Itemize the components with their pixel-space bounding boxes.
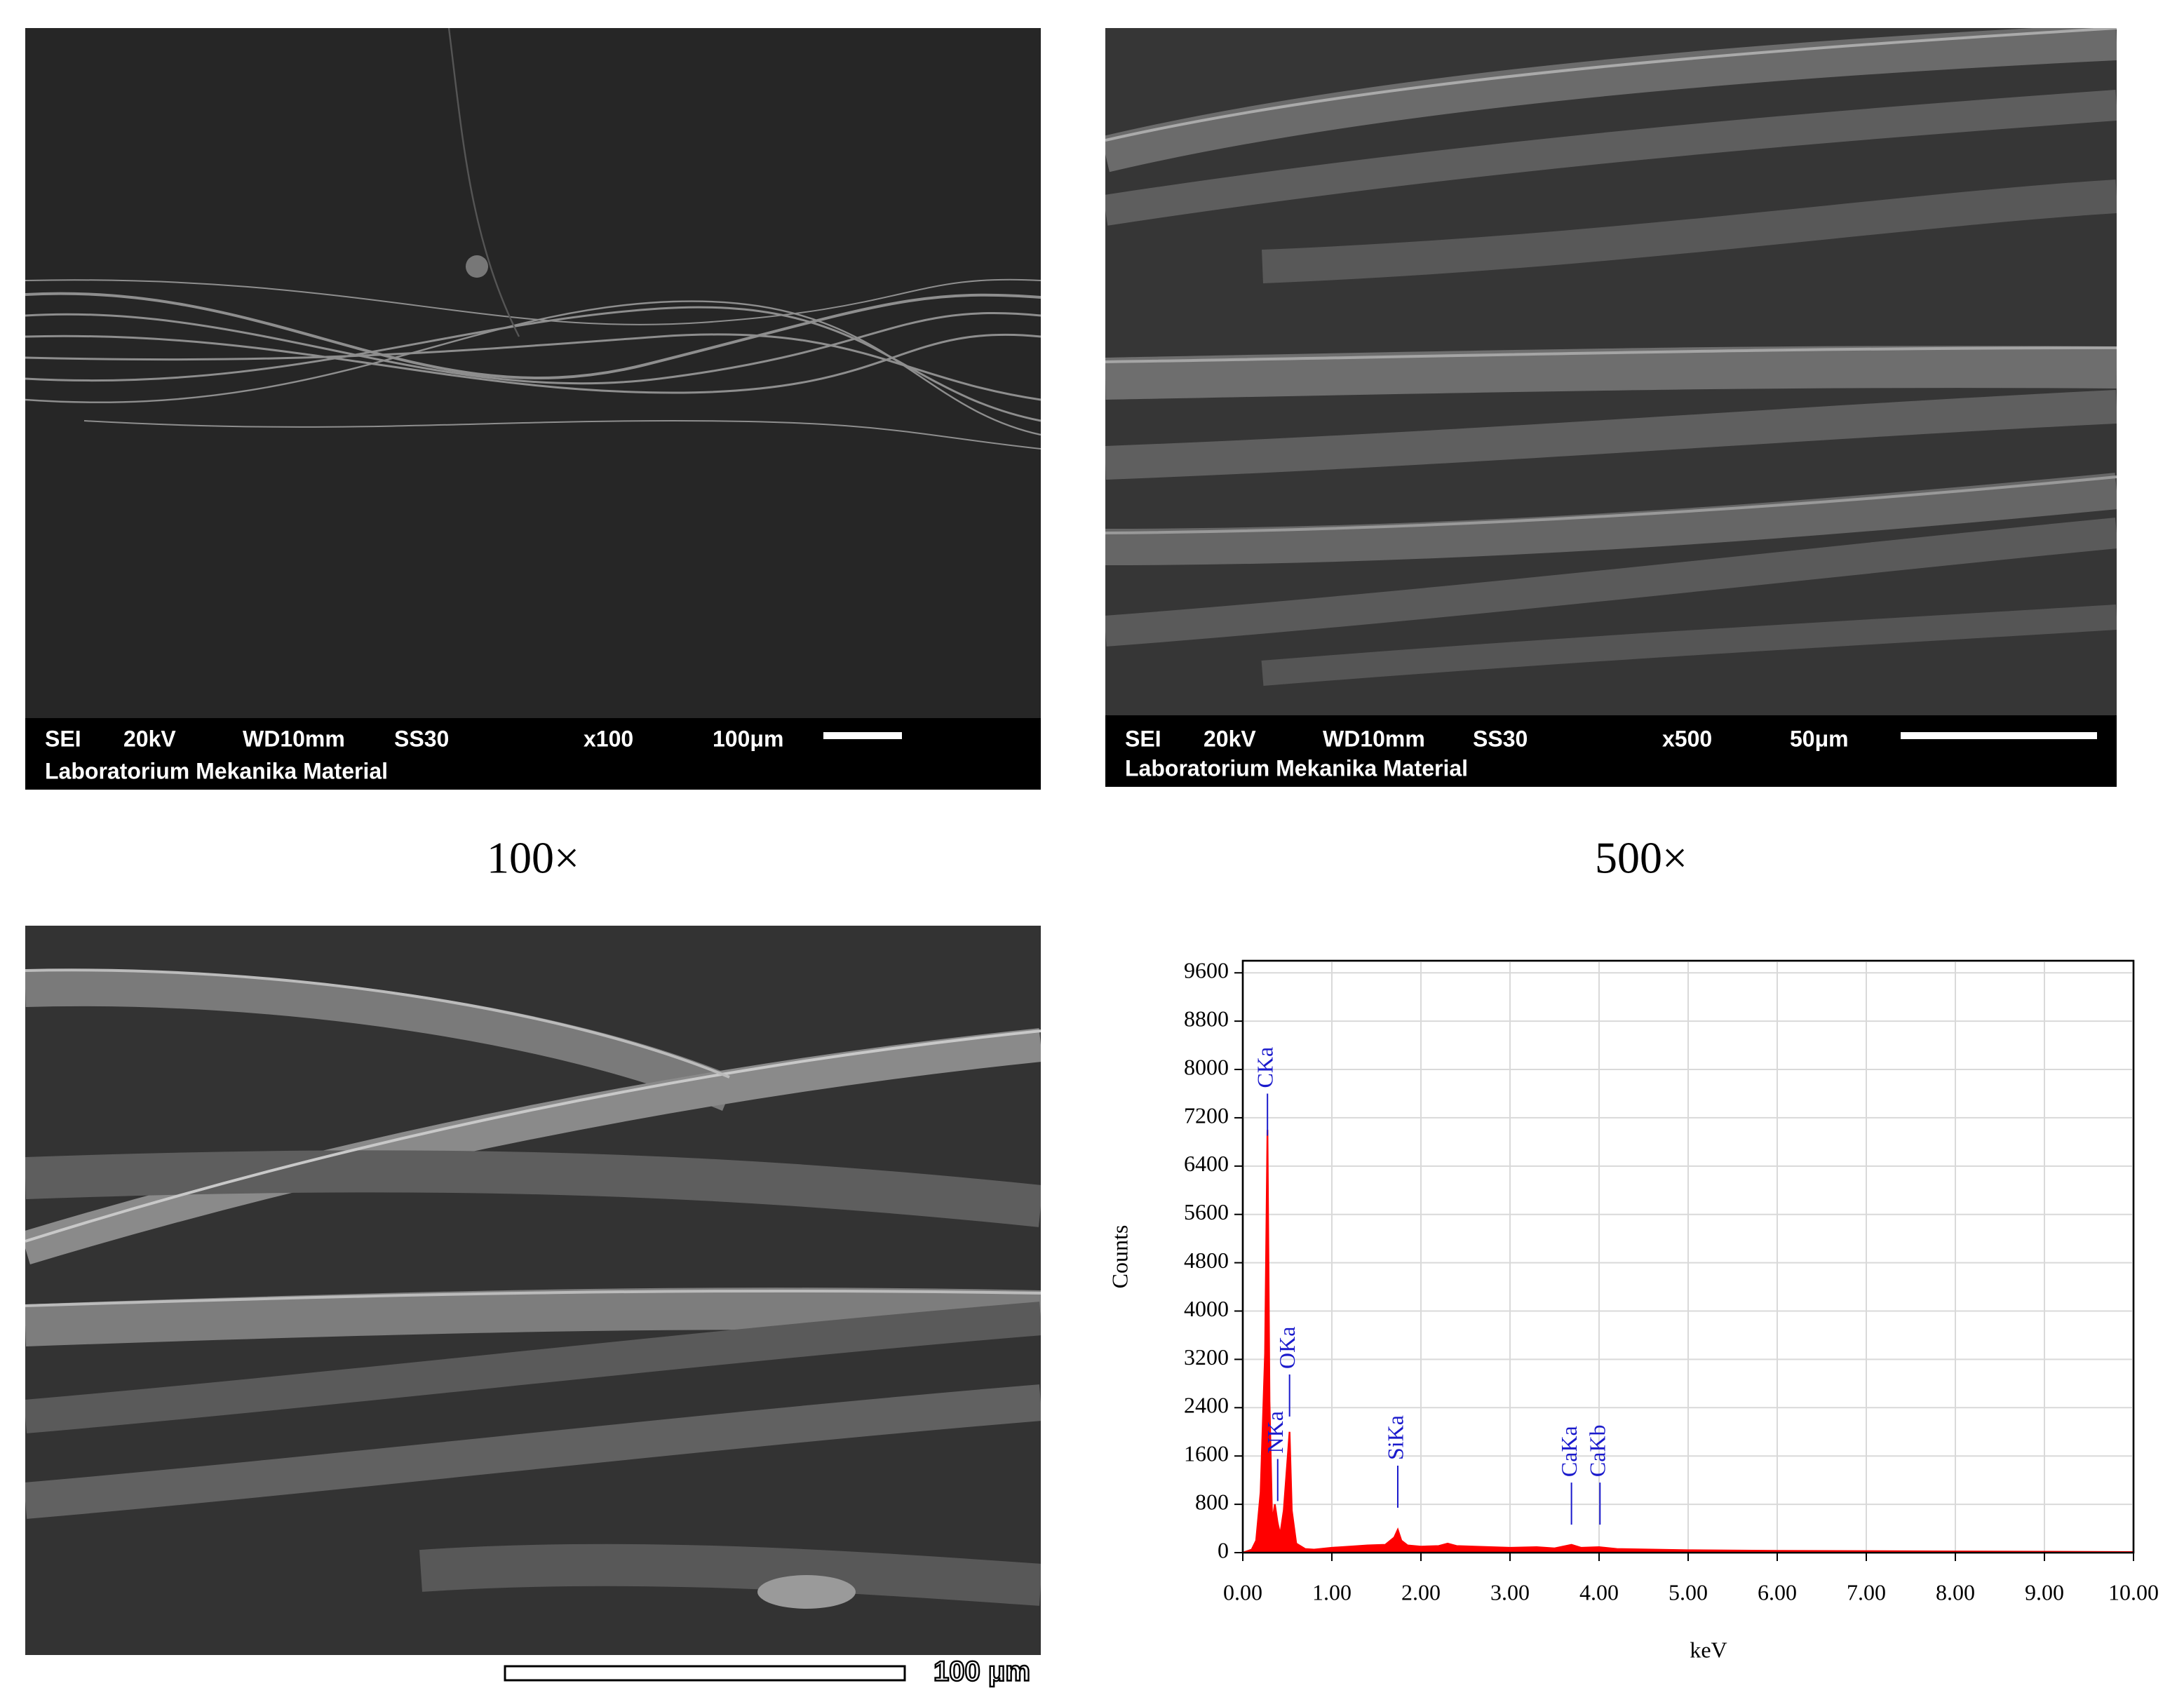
y-tick-label: 2400	[1184, 1393, 1229, 1418]
caption: 500×	[1595, 833, 1687, 883]
scale-label: 100 μm	[933, 1656, 1030, 1687]
y-tick-label: 1600	[1184, 1441, 1229, 1466]
y-tick-label: 4800	[1184, 1248, 1229, 1273]
peak-label: OKa	[1274, 1327, 1300, 1369]
peak-label: CKa	[1253, 1047, 1278, 1088]
y-tick-label: 3200	[1184, 1344, 1229, 1370]
info-text: SS30	[1473, 726, 1528, 751]
scale-bar	[823, 732, 902, 739]
info-text: 100μm	[713, 726, 783, 751]
y-tick-label: 7200	[1184, 1102, 1229, 1128]
info-text: Laboratorium Mekanika Material	[45, 758, 388, 783]
x-tick-label: 9.00	[2025, 1579, 2064, 1605]
info-text: x100	[584, 726, 633, 751]
y-tick-label: 8800	[1184, 1006, 1229, 1031]
y-tick-label: 800	[1195, 1489, 1229, 1514]
y-tick-label: 6400	[1184, 1151, 1229, 1176]
info-bar	[1105, 715, 2117, 787]
x-tick-label: 4.00	[1579, 1579, 1619, 1605]
peak-label: CaKa	[1556, 1426, 1582, 1477]
scale-bar	[1901, 732, 2097, 739]
x-tick-label: 7.00	[1847, 1579, 1886, 1605]
x-tick-label: 0.00	[1223, 1579, 1262, 1605]
x-tick-label: 10.00	[2108, 1579, 2159, 1605]
info-bar	[25, 718, 1041, 790]
info-text: SEI	[45, 726, 81, 751]
info-text: SS30	[394, 726, 449, 751]
x-tick-label: 3.00	[1490, 1579, 1530, 1605]
info-text: SEI	[1125, 726, 1161, 751]
peak-label: CaKb	[1585, 1424, 1610, 1477]
info-text: WD10mm	[1323, 726, 1425, 751]
x-tick-label: 6.00	[1758, 1579, 1797, 1605]
scale-bar	[504, 1665, 906, 1682]
caption: 100×	[487, 833, 579, 883]
y-tick-label: 5600	[1184, 1199, 1229, 1224]
plot-frame	[1241, 959, 2135, 1554]
peak-label: SiKa	[1382, 1415, 1408, 1460]
y-tick-label: 0	[1218, 1537, 1229, 1562]
sem-image	[25, 28, 1041, 718]
x-tick-label: 5.00	[1669, 1579, 1708, 1605]
x-tick-label: 1.00	[1312, 1579, 1351, 1605]
fibers	[25, 968, 1041, 1609]
spectrum	[1242, 1130, 2134, 1554]
x-axis-label: keV	[1690, 1637, 1727, 1662]
y-tick-label: 8000	[1184, 1054, 1229, 1079]
y-tick-label: 9600	[1184, 958, 1229, 983]
info-text: 20kV	[1204, 726, 1256, 751]
y-tick-label: 4000	[1184, 1296, 1229, 1321]
info-text: WD10mm	[243, 726, 345, 751]
info-text: Laboratorium Mekanika Material	[1125, 755, 1468, 781]
info-text: 50μm	[1790, 726, 1849, 751]
info-text: 20kV	[123, 726, 176, 751]
info-text: x500	[1662, 726, 1712, 751]
fibers	[25, 28, 1041, 450]
peak-label: NKa	[1262, 1411, 1288, 1453]
y-axis-label: Counts	[1107, 1225, 1132, 1289]
fibers	[1105, 28, 2117, 686]
x-tick-label: 2.00	[1401, 1579, 1441, 1605]
x-tick-label: 8.00	[1936, 1579, 1975, 1605]
